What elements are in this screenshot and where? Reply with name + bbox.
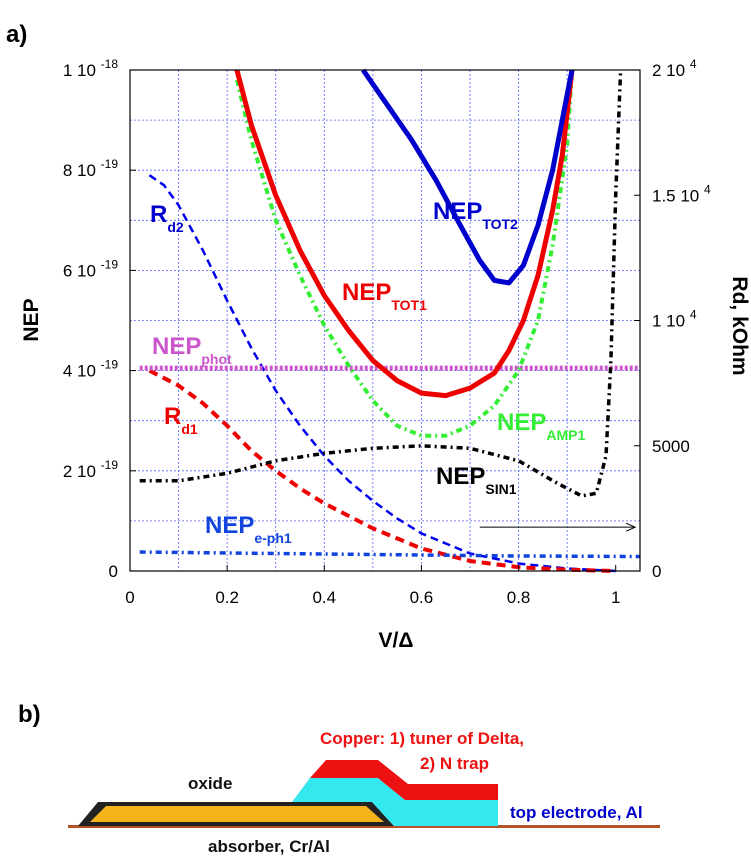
y-tick-label: 0 <box>109 562 118 581</box>
label-nep-amp1: NEPAMP1 <box>497 409 585 443</box>
y-tick-label: 6 10 -19 <box>63 257 118 280</box>
x-tick-label: 1 <box>611 588 620 607</box>
x-tick-label: 0.2 <box>215 588 239 607</box>
x-tick-label: 0 <box>125 588 134 607</box>
label-nep-phot: NEPphot <box>152 333 232 367</box>
copper-layer <box>310 760 498 800</box>
top-electrode-label: top electrode, Al <box>510 803 643 822</box>
panel-b-label: b) <box>18 701 41 728</box>
label-rd2: Rd2 <box>150 201 184 235</box>
series-nep-e-ph1-line <box>139 550 641 559</box>
y2-axis-title: Rd, kOhm <box>728 276 751 375</box>
label-rd1: Rd1 <box>164 403 198 437</box>
right-axis-arrow-head <box>625 522 637 532</box>
y2-tick-label: 2 10 4 <box>652 57 697 80</box>
axis-ticks: 0 0.2 0.4 0.6 0.8 1 0 2 10 -19 4 10 -19 6 10 -19 8… <box>63 57 711 607</box>
top-electrode-layer <box>292 778 498 826</box>
y-tick-label: 4 10 -19 <box>63 358 118 381</box>
y-tick-label: 1 10 -18 <box>63 57 118 80</box>
x-tick-label: 0.8 <box>507 588 531 607</box>
y-tick-label: 2 10 -19 <box>63 458 118 481</box>
absorber-label: absorber, Cr/Al <box>208 837 330 856</box>
substrate-line <box>68 825 660 828</box>
y2-tick-label: 0 <box>652 562 661 581</box>
x-tick-label: 0.6 <box>410 588 434 607</box>
label-nep-eph1: NEPe-ph1 <box>205 512 292 546</box>
oxide-label: oxide <box>188 774 232 793</box>
label-nep-sin1: NEPSIN1 <box>436 463 517 497</box>
series-layer <box>139 68 641 573</box>
series-nep-sin1-line <box>139 69 623 498</box>
series-nep-amp1-line <box>234 69 574 438</box>
copper-label-2: 2) N trap <box>420 754 489 773</box>
y2-tick-label: 5000 <box>652 437 690 456</box>
y2-tick-label: 1 10 4 <box>652 308 697 331</box>
copper-label-1: Copper: 1) tuner of Delta, <box>320 729 524 748</box>
junction-diagram: Copper: 1) tuner of Delta, 2) N trap oxi… <box>68 729 660 856</box>
x-axis-title: V/Δ <box>379 629 414 652</box>
nep-chart: 0 0.2 0.4 0.6 0.8 1 0 2 10 -19 4 10 -19 6 10 -19 8… <box>20 57 751 652</box>
y-axis-title: NEP <box>20 298 43 341</box>
series-r-d1-line <box>148 368 616 573</box>
label-nep-tot1: NEPTOT1 <box>342 279 427 313</box>
series-nep-tot2-line <box>361 68 575 286</box>
panel-a-label: a) <box>6 21 27 48</box>
label-nep-tot2: NEPTOT2 <box>433 198 518 232</box>
absorber-layer <box>90 806 384 822</box>
x-tick-label: 0.4 <box>312 588 336 607</box>
y2-tick-label: 1.5 10 4 <box>652 182 711 205</box>
y-tick-label: 8 10 -19 <box>63 157 118 180</box>
series-nep-tot1-line <box>234 69 575 399</box>
